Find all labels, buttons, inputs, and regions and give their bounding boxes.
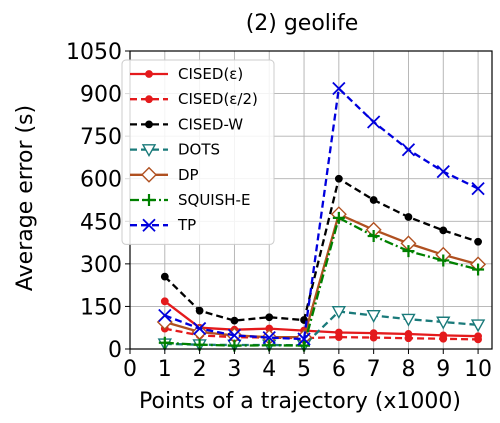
legend-label: DP <box>178 166 199 184</box>
data-point <box>369 196 378 204</box>
data-point <box>160 297 169 306</box>
x-tick-label: 3 <box>227 357 241 382</box>
x-tick-label: 0 <box>123 357 137 382</box>
y-tick-label: 150 <box>80 295 122 320</box>
series-line <box>164 216 479 347</box>
data-series <box>156 81 487 353</box>
x-axis-ticks: 0 1 2 3 4 5 6 7 8 9 10 <box>123 349 492 382</box>
y-tick-label: 450 <box>80 210 122 235</box>
data-point <box>439 334 448 343</box>
y-tick-label: 0 <box>108 338 122 363</box>
legend-label: DOTS <box>178 141 220 159</box>
data-point <box>332 81 346 96</box>
data-point <box>436 164 450 179</box>
data-point <box>158 308 172 323</box>
legend-label: TP <box>177 216 196 234</box>
data-point <box>470 319 486 333</box>
data-point <box>141 144 157 158</box>
legend-label: CISED(ε) <box>178 65 243 83</box>
legend-entry: SQUISH-E <box>130 191 250 209</box>
legend-entry: DOTS <box>130 141 220 159</box>
data-point <box>141 166 157 183</box>
data-point <box>404 334 413 343</box>
x-axis-title: Points of a trajectory (x1000) <box>139 389 461 414</box>
data-point <box>366 310 381 323</box>
data-point <box>230 316 239 325</box>
x-tick-label: 6 <box>332 357 346 382</box>
data-point <box>334 174 343 183</box>
data-point <box>142 218 156 232</box>
data-point <box>334 333 343 341</box>
x-tick-label: 1 <box>158 357 172 382</box>
x-tick-label: 5 <box>297 357 311 382</box>
legend-entry: DP <box>130 166 199 184</box>
data-point <box>332 211 345 224</box>
data-point <box>297 332 311 346</box>
legend-entry: CISED-W <box>130 115 243 133</box>
y-axis-title: Average error (s) <box>13 105 38 291</box>
x-tick-label: 10 <box>464 357 492 382</box>
data-point <box>158 336 171 349</box>
data-point <box>145 70 153 78</box>
data-point <box>369 333 378 342</box>
y-axis-ticks: 0 150 300 450 600 750 900 1050 <box>66 40 130 363</box>
data-point <box>471 182 485 196</box>
data-point <box>145 120 153 129</box>
legend-label: CISED-W <box>178 115 243 133</box>
data-point <box>402 245 415 258</box>
y-tick-label: 300 <box>80 253 122 278</box>
data-point <box>143 194 155 206</box>
series-group <box>158 81 485 346</box>
data-point <box>227 328 242 343</box>
data-point <box>439 226 448 235</box>
x-tick-label: 2 <box>193 357 207 382</box>
data-point <box>437 254 450 267</box>
legend-label: CISED(ε/2) <box>178 90 258 108</box>
data-point <box>331 306 347 319</box>
data-point <box>401 143 416 157</box>
legend-entry: TP <box>130 216 196 234</box>
series-line <box>164 300 479 338</box>
y-tick-label: 600 <box>80 168 122 193</box>
data-point <box>401 313 416 327</box>
x-tick-label: 4 <box>262 357 276 382</box>
series-line <box>164 310 479 347</box>
series-group <box>160 174 482 325</box>
legend-box <box>121 59 275 245</box>
data-point <box>472 263 485 276</box>
data-point <box>195 306 204 315</box>
y-tick-label: 750 <box>80 125 122 150</box>
series-line <box>164 212 479 339</box>
series-line <box>164 86 479 341</box>
y-tick-label: 1050 <box>66 40 122 65</box>
legend-label: SQUISH-E <box>178 191 250 209</box>
data-point <box>265 313 274 322</box>
x-tick-label: 8 <box>401 357 415 382</box>
data-point <box>367 115 381 129</box>
series-group <box>158 211 485 352</box>
y-tick-label: 900 <box>80 83 122 108</box>
data-point <box>367 230 380 243</box>
data-point <box>436 316 451 330</box>
data-point <box>404 213 413 221</box>
data-point <box>474 237 482 246</box>
chart-title: (2) geolife <box>246 11 359 36</box>
x-tick-label: 7 <box>367 357 381 382</box>
x-tick-label: 9 <box>436 357 450 382</box>
data-point <box>145 95 153 104</box>
data-point <box>474 335 482 344</box>
data-point <box>262 331 276 345</box>
series-line <box>164 327 479 341</box>
legend-entry: CISED(ε/2) <box>130 90 258 108</box>
legend: CISED(ε) CISED(ε/2) CISED-W DOTS DP SQUISH-E T… <box>121 59 275 245</box>
data-point <box>160 272 169 281</box>
data-point <box>192 321 207 336</box>
series-line <box>163 176 479 322</box>
legend-entry: CISED(ε) <box>130 65 243 83</box>
